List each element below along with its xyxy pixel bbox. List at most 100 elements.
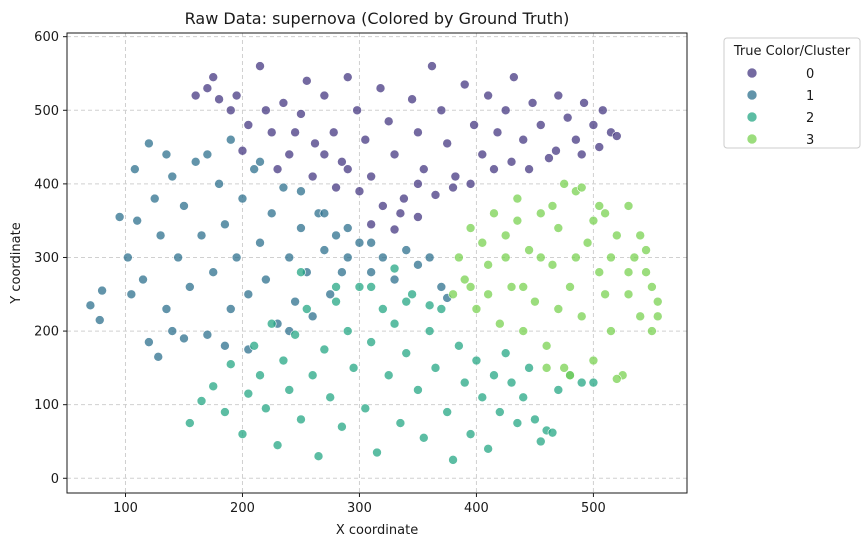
data-point [161, 149, 172, 160]
data-point [465, 282, 476, 292]
x-tick-label: 100 [113, 501, 138, 516]
data-point [290, 296, 300, 307]
data-point [328, 127, 339, 138]
data-point [641, 267, 651, 278]
data-point [375, 83, 386, 93]
data-point [202, 329, 213, 340]
data-point [153, 352, 164, 362]
data-point [413, 385, 423, 395]
data-point [512, 193, 523, 204]
data-point [401, 296, 412, 307]
data-point [126, 289, 137, 300]
data-point [296, 223, 306, 233]
data-point [469, 120, 479, 130]
data-point [307, 311, 318, 322]
data-point [167, 326, 178, 336]
data-point [518, 392, 529, 403]
data-point [623, 267, 634, 278]
data-point [167, 171, 178, 182]
data-point [342, 252, 353, 263]
data-point [418, 432, 429, 443]
data-point [448, 455, 458, 465]
data-point [576, 149, 587, 160]
data-point [325, 392, 336, 403]
data-point [413, 212, 423, 222]
data-point [544, 153, 554, 163]
data-point [492, 127, 503, 138]
data-point [319, 149, 330, 160]
data-point [337, 421, 347, 432]
data-point [389, 263, 400, 274]
data-point [477, 149, 488, 160]
data-point [459, 377, 470, 388]
data-point [313, 451, 324, 462]
data-point [378, 201, 388, 211]
data-point [366, 282, 376, 292]
data-point [237, 145, 248, 156]
data-point [535, 252, 546, 263]
data-point [588, 215, 599, 226]
data-point [196, 396, 207, 406]
data-point [348, 363, 359, 373]
data-point [302, 76, 312, 86]
x-axis-ticks: 100 200 300 400 500 [113, 493, 606, 516]
legend-label: 1 [806, 89, 814, 104]
series-0 [190, 61, 622, 235]
data-point [652, 296, 663, 307]
data-point [307, 171, 318, 182]
data-point [506, 282, 517, 292]
data-point [518, 134, 529, 145]
data-point [465, 179, 476, 189]
data-point [594, 201, 605, 211]
data-point [225, 304, 236, 314]
data-point [489, 164, 499, 174]
data-point [237, 193, 248, 204]
legend-marker [746, 133, 758, 145]
legend: True Color/Cluster 0 1 2 3 [723, 37, 861, 149]
data-point [261, 403, 271, 414]
data-point [600, 289, 610, 300]
legend-title: True Color/Cluster [733, 44, 851, 59]
data-point [278, 98, 289, 108]
data-point [512, 418, 523, 428]
legend-marker [746, 67, 758, 79]
data-point [243, 388, 254, 399]
data-point [559, 179, 569, 189]
data-point [378, 252, 388, 263]
data-point [635, 311, 646, 322]
data-point [255, 370, 265, 381]
data-point [512, 215, 523, 226]
x-tick-label: 500 [581, 501, 606, 516]
data-point [302, 304, 312, 314]
data-point [366, 267, 376, 278]
data-point [553, 385, 564, 395]
data-point [354, 237, 365, 248]
data-point [97, 285, 107, 296]
y-axis-label: Y coordinate [9, 222, 24, 304]
data-point [489, 208, 499, 219]
data-point [459, 79, 470, 90]
data-point [553, 90, 564, 101]
legend-label: 0 [806, 67, 814, 82]
data-point [190, 157, 201, 167]
data-point [190, 90, 201, 101]
data-point [535, 436, 546, 447]
data-point [331, 182, 341, 193]
data-point [202, 83, 213, 93]
data-point [149, 193, 160, 204]
data-point [231, 252, 242, 263]
data-points [85, 61, 663, 465]
data-point [342, 164, 353, 174]
series-1 [85, 134, 452, 362]
y-tick-label: 300 [34, 251, 59, 266]
data-point [424, 300, 435, 311]
data-point [261, 105, 271, 116]
data-point [454, 340, 464, 351]
data-point [220, 219, 230, 230]
data-point [325, 289, 336, 300]
legend-label: 2 [806, 111, 814, 126]
data-point [342, 223, 353, 233]
data-point [612, 374, 622, 384]
data-point [442, 407, 452, 417]
